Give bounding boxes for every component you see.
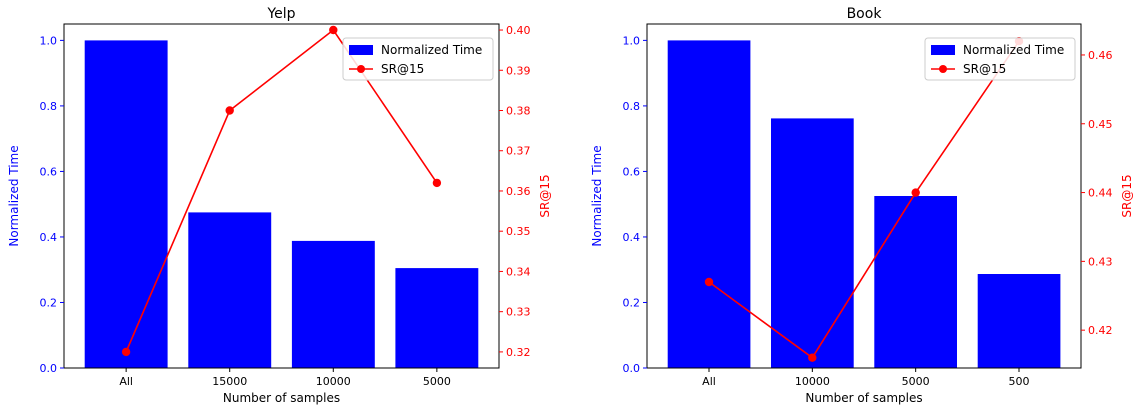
legend-box bbox=[924, 37, 1076, 81]
legend: Normalized Time SR@15 bbox=[342, 37, 494, 81]
y-tick-label: 0.0 bbox=[40, 362, 58, 375]
plot-frame bbox=[63, 23, 500, 369]
sr15-point-10000 bbox=[329, 25, 338, 35]
y-tick-label: 0.2 bbox=[40, 296, 58, 309]
sr15-point-All bbox=[704, 277, 714, 287]
bar-10000 bbox=[771, 118, 854, 369]
y2-tick-label: 0.34 bbox=[506, 265, 531, 278]
y2-tick-label: 0.39 bbox=[506, 64, 531, 77]
x-tick-label: 10000 bbox=[316, 375, 351, 388]
y2-tick-label: 0.32 bbox=[506, 346, 531, 359]
y2-tick-label: 0.33 bbox=[506, 306, 531, 319]
x-tick-label: 5000 bbox=[423, 375, 451, 388]
y-tick-label: 0.8 bbox=[40, 100, 58, 113]
y2-tick-label: 0.44 bbox=[1088, 187, 1113, 200]
y-tick-label: 0.8 bbox=[623, 100, 641, 113]
bar-All bbox=[667, 40, 751, 369]
y-tick-label: 0.4 bbox=[623, 231, 641, 244]
y2-axis-label: SR@15 bbox=[1120, 174, 1134, 217]
y2-tick-label: 0.46 bbox=[1088, 49, 1113, 62]
chart-title: Book bbox=[847, 6, 883, 22]
x-tick-label: 5000 bbox=[902, 375, 930, 388]
bar-500 bbox=[977, 274, 1061, 368]
y2-tick-label: 0.37 bbox=[506, 145, 531, 158]
legend-marker bbox=[357, 65, 365, 73]
legend-bar-swatch bbox=[349, 45, 373, 55]
y-tick-label: 0.6 bbox=[40, 165, 58, 178]
y2-tick-label: 0.45 bbox=[1088, 118, 1113, 131]
sr15-point-5000 bbox=[911, 188, 920, 197]
plot-frame bbox=[646, 23, 1082, 369]
x-tick-label: All bbox=[119, 375, 133, 388]
y-tick-label: 1.0 bbox=[623, 34, 641, 47]
y2-tick-label: 0.36 bbox=[506, 185, 531, 198]
y2-tick-label: 0.38 bbox=[506, 105, 531, 118]
x-tick-label: 10000 bbox=[795, 375, 830, 388]
y2-tick-label: 0.35 bbox=[506, 225, 531, 238]
bar-All bbox=[84, 40, 168, 369]
legend: Normalized Time SR@15 bbox=[924, 37, 1076, 81]
y-tick-label: 1.0 bbox=[40, 34, 58, 47]
y-tick-label: 0.0 bbox=[623, 362, 641, 375]
chart-title: Yelp bbox=[266, 6, 295, 22]
sr15-line bbox=[708, 40, 1020, 359]
y-tick-label: 0.6 bbox=[623, 165, 641, 178]
legend-label-time: Normalized Time bbox=[963, 43, 1064, 57]
sr15-point-15000 bbox=[225, 106, 234, 115]
legend-marker bbox=[939, 65, 947, 73]
legend-label-sr: SR@15 bbox=[963, 62, 1006, 76]
sr15-line bbox=[125, 28, 438, 353]
bar-5000 bbox=[874, 196, 957, 368]
x-axis-label: Number of samples bbox=[805, 391, 922, 405]
sr15-point-5000 bbox=[432, 178, 442, 188]
sr15-point-All bbox=[121, 347, 131, 357]
chart-panel-book: Book All 10000 5000 500 Number of samples 0.0 0… bbox=[590, 6, 1134, 405]
x-tick-label: All bbox=[702, 375, 716, 388]
legend-bar-swatch bbox=[931, 45, 955, 55]
legend-label-time: Normalized Time bbox=[381, 43, 482, 57]
chart-panel-yelp: Yelp All 15000 10000 5000 Number of samples 0.… bbox=[7, 6, 552, 405]
bar-10000 bbox=[291, 240, 375, 368]
sr15-point-10000 bbox=[808, 353, 817, 362]
y2-tick-label: 0.42 bbox=[1088, 324, 1113, 337]
legend-box bbox=[342, 37, 494, 81]
y2-axis-label: SR@15 bbox=[538, 174, 552, 217]
bar-5000 bbox=[395, 268, 479, 368]
legend-label-sr: SR@15 bbox=[381, 62, 424, 76]
bar-15000 bbox=[188, 212, 272, 368]
y-tick-label: 0.4 bbox=[40, 231, 58, 244]
x-axis-label: Number of samples bbox=[223, 391, 340, 405]
y-axis-label: Normalized Time bbox=[7, 145, 21, 246]
x-tick-label: 500 bbox=[1009, 375, 1030, 388]
y2-tick-label: 0.40 bbox=[506, 24, 531, 37]
y-axis-label: Normalized Time bbox=[590, 145, 604, 246]
y2-tick-label: 0.43 bbox=[1088, 255, 1113, 268]
y-tick-label: 0.2 bbox=[623, 296, 641, 309]
x-tick-label: 15000 bbox=[212, 375, 247, 388]
